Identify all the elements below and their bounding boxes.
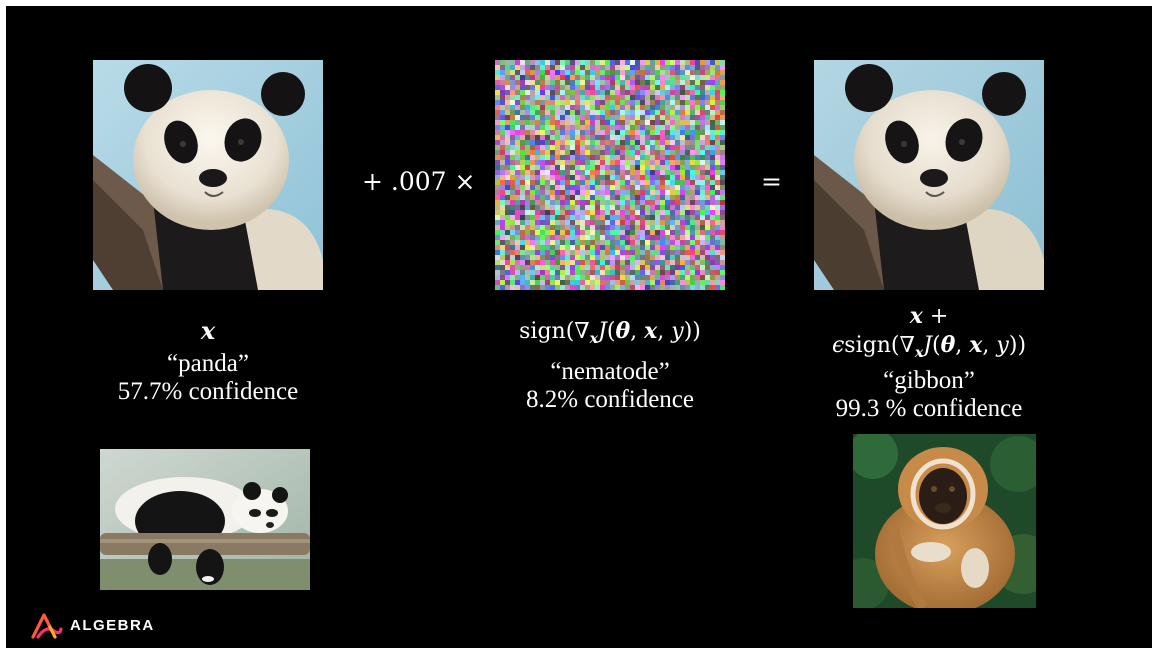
algebra-logo: ALGEBRA bbox=[30, 611, 155, 639]
theta-symbol: θ bbox=[615, 318, 631, 344]
noise-perturbation-image bbox=[495, 60, 725, 290]
sleeping-panda-photo bbox=[100, 449, 310, 590]
adv-comma-2: , bbox=[982, 333, 997, 358]
adv-y-symbol: y bbox=[996, 333, 1009, 358]
adversarial-confidence: 99.3 % confidence bbox=[835, 395, 1023, 422]
adv-nabla-subscript: x bbox=[914, 345, 924, 361]
original-class-label: “panda” bbox=[167, 350, 249, 377]
adversarial-formula-line2: ϵsign(∇xJ(θ, x, y)) bbox=[779, 331, 1079, 367]
original-confidence: 57.7% confidence bbox=[117, 378, 299, 405]
x-symbol: x bbox=[644, 318, 658, 344]
close-parens: )) bbox=[683, 319, 701, 344]
algebra-logo-text: ALGEBRA bbox=[70, 616, 155, 634]
epsilon-symbol: ϵ bbox=[831, 333, 845, 358]
sign-func: sign( bbox=[519, 319, 575, 344]
original-var-x: x bbox=[200, 316, 216, 345]
adv-theta-symbol: θ bbox=[940, 332, 956, 358]
adv-open-paren: ( bbox=[932, 333, 941, 358]
perturbation-class-label: “nematode” bbox=[550, 358, 670, 385]
slide: + .007 × = bbox=[6, 6, 1152, 648]
adversarial-label-group: x + ϵsign(∇xJ(θ, x, y)) “gibbon” 99.3 % … bbox=[779, 302, 1079, 423]
adv-plus: + bbox=[922, 304, 949, 329]
adv-sign-func: sign( bbox=[844, 333, 900, 358]
perturbation-confidence: 8.2% confidence bbox=[526, 386, 694, 413]
y-symbol: y bbox=[671, 319, 684, 344]
adversarial-formula-line1: x + bbox=[779, 302, 1079, 331]
perturbation-label-group: sign(∇xJ(θ, x, y)) “nematode” 8.2% confi… bbox=[445, 316, 775, 414]
adv-nabla-symbol: ∇ bbox=[899, 333, 915, 358]
plus-coefficient-operator: + .007 × bbox=[362, 167, 476, 196]
algebra-logo-icon bbox=[31, 613, 63, 639]
adv-x-arg: x bbox=[969, 332, 983, 358]
comma-2: , bbox=[657, 319, 672, 344]
nabla-symbol: ∇ bbox=[574, 319, 590, 344]
adv-comma-1: , bbox=[955, 333, 970, 358]
adv-close-parens: )) bbox=[1008, 333, 1027, 358]
open-paren: ( bbox=[606, 319, 616, 344]
adv-x-symbol: x bbox=[909, 303, 923, 329]
nabla-subscript: x bbox=[589, 331, 599, 347]
adv-loss-symbol: J bbox=[923, 333, 933, 358]
original-label-group: x “panda” 57.7% confidence bbox=[93, 316, 323, 406]
gibbon-photo bbox=[853, 434, 1036, 608]
comma-1: , bbox=[630, 319, 645, 344]
adversarial-class-label: “gibbon” bbox=[883, 367, 975, 394]
equals-operator: = bbox=[761, 167, 782, 196]
panda-adversarial-image bbox=[814, 60, 1044, 290]
panda-original-image bbox=[93, 60, 323, 290]
perturbation-formula: sign(∇xJ(θ, x, y)) bbox=[445, 316, 775, 354]
loss-symbol: J bbox=[598, 319, 607, 344]
